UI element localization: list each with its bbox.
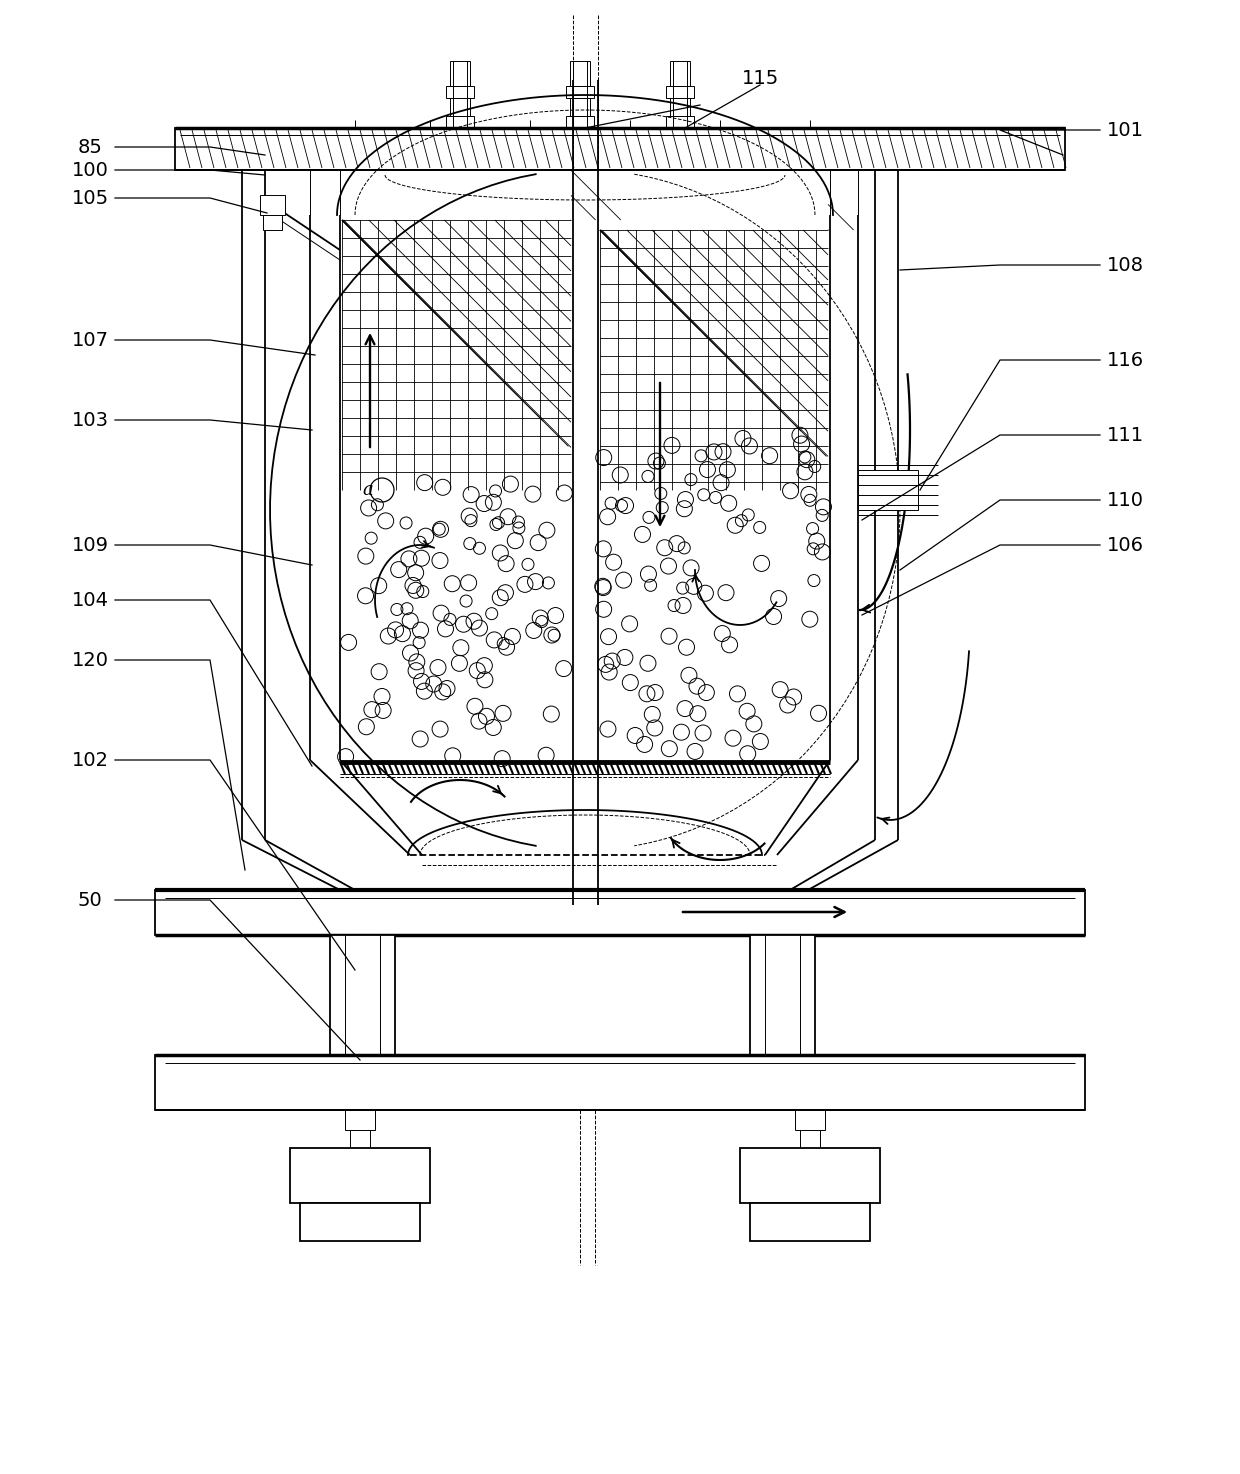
Bar — [450, 97, 470, 116]
Text: a: a — [362, 481, 373, 500]
Bar — [858, 470, 918, 510]
Bar — [290, 1148, 430, 1203]
Text: 104: 104 — [72, 591, 109, 610]
Bar — [750, 1203, 870, 1241]
Text: 50: 50 — [78, 890, 103, 909]
Text: 108: 108 — [1106, 255, 1143, 274]
Bar — [565, 116, 594, 128]
Bar — [666, 116, 694, 128]
Text: 100: 100 — [72, 161, 108, 180]
Bar — [670, 60, 689, 85]
Text: 105: 105 — [72, 189, 109, 208]
Text: 120: 120 — [72, 650, 109, 669]
Bar — [570, 97, 590, 116]
Bar — [330, 935, 396, 1055]
Text: 110: 110 — [1106, 491, 1143, 510]
Bar — [800, 1131, 820, 1148]
Bar — [446, 116, 474, 128]
Text: 115: 115 — [742, 68, 779, 87]
Text: 101: 101 — [1106, 121, 1143, 140]
Bar — [446, 85, 474, 97]
Bar — [350, 1131, 370, 1148]
Bar — [750, 935, 815, 1055]
Bar — [666, 85, 694, 97]
Text: 109: 109 — [72, 535, 109, 554]
Bar — [155, 1055, 1085, 1110]
Bar — [155, 890, 1085, 935]
Text: 103: 103 — [72, 410, 109, 429]
Text: 111: 111 — [1106, 426, 1143, 445]
Bar — [263, 215, 281, 230]
Text: 106: 106 — [1106, 535, 1143, 554]
Bar — [565, 85, 594, 97]
Bar — [175, 128, 1065, 170]
Bar — [795, 1110, 825, 1131]
Bar — [670, 97, 689, 116]
Text: 107: 107 — [72, 330, 109, 349]
Bar — [740, 1148, 880, 1203]
Text: 85: 85 — [78, 137, 103, 156]
Bar — [260, 195, 285, 215]
Bar — [570, 60, 590, 85]
Text: 116: 116 — [1106, 351, 1143, 370]
Bar — [300, 1203, 420, 1241]
Bar — [450, 60, 470, 85]
Text: 102: 102 — [72, 750, 109, 769]
Bar — [345, 1110, 374, 1131]
